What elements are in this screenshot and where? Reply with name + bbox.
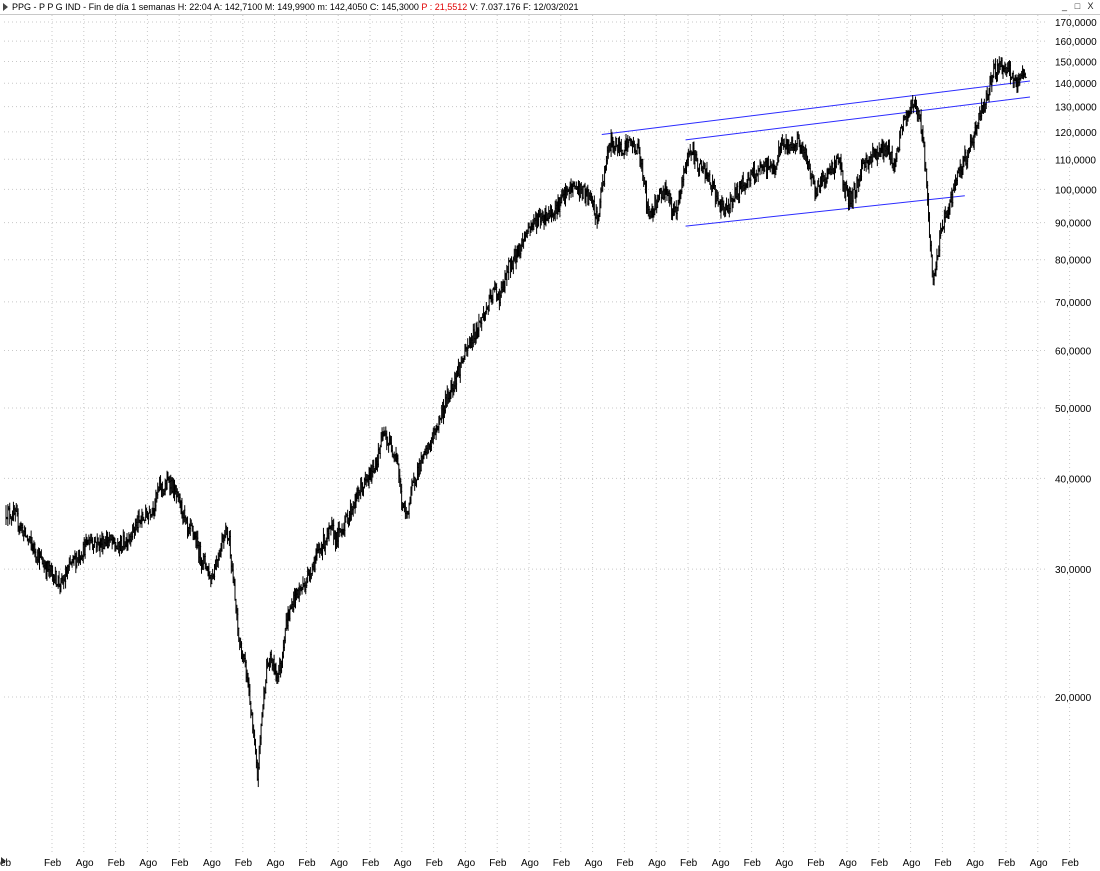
x-tick-label: Feb [489, 858, 507, 869]
y-tick-label: 160,0000 [1055, 37, 1097, 48]
y-tick-label: 170,0000 [1055, 18, 1097, 29]
close-icon[interactable]: X [1087, 1, 1094, 11]
x-tick-label: Ago [585, 858, 603, 869]
y-tick-label: 80,0000 [1055, 256, 1092, 267]
y-tick-label: 120,0000 [1055, 128, 1097, 139]
trendline[interactable] [685, 195, 965, 227]
x-tick-label: Ago [903, 858, 921, 869]
y-axis: 20,0000 30,0000 40,0000 50,0000 60,0000 70,00… [1055, 18, 1097, 704]
x-tick-label: Ago [775, 858, 793, 869]
y-tick-label: 100,0000 [1055, 185, 1097, 196]
x-tick-label: Ago [457, 858, 475, 869]
header-change: P : 21,5512 [421, 2, 468, 12]
x-tick-label: Feb [44, 858, 62, 869]
x-tick-label: Feb [807, 858, 825, 869]
x-tick-label: Ago [139, 858, 157, 869]
y-tick-label: 20,0000 [1055, 693, 1092, 704]
chart-header-text: PPG - P P G IND - Fin de día 1 semanas H… [12, 0, 579, 14]
y-tick-label: 90,0000 [1055, 219, 1092, 230]
window-controls: _ □ X [1059, 1, 1096, 13]
price-chart[interactable]: 20,0000 30,0000 40,0000 50,0000 60,0000 70,00… [0, 15, 1100, 871]
trendline[interactable] [601, 80, 1031, 135]
y-tick-label: 130,0000 [1055, 103, 1097, 114]
x-axis: eb Feb Ago Feb Ago Feb Ago Feb Ago Feb Ago Feb Ago Fe… [0, 858, 1079, 869]
y-tick-label: 150,0000 [1055, 57, 1097, 68]
x-tick-label: Feb [871, 858, 889, 869]
x-tick-label: Feb [298, 858, 316, 869]
collapse-arrow-icon[interactable] [3, 3, 8, 11]
x-tick-label: Feb [108, 858, 126, 869]
x-tick-label: Feb [998, 858, 1016, 869]
y-tick-label: 50,0000 [1055, 404, 1092, 415]
x-tick-label: Ago [267, 858, 285, 869]
header-suffix: V: 7.037.176 F: 12/03/2021 [467, 2, 579, 12]
header-prefix: PPG - P P G IND - Fin de día 1 semanas H… [12, 2, 422, 12]
x-tick-label: Feb [616, 858, 634, 869]
x-tick-label: Ago [648, 858, 666, 869]
maximize-icon[interactable]: □ [1074, 1, 1081, 11]
x-tick-label: Ago [330, 858, 348, 869]
x-tick-label: Ago [839, 858, 857, 869]
y-tick-label: 70,0000 [1055, 298, 1092, 309]
y-tick-label: 110,0000 [1055, 155, 1096, 166]
x-tick-label: Feb [426, 858, 444, 869]
x-tick-label: Feb [744, 858, 762, 869]
x-tick-label: Ago [394, 858, 412, 869]
trendlines [601, 80, 1031, 227]
x-tick-label: Feb [362, 858, 380, 869]
x-tick-label: Feb [171, 858, 189, 869]
y-tick-label: 40,0000 [1055, 474, 1092, 485]
x-tick-label: Feb [235, 858, 253, 869]
price-series [5, 56, 1027, 788]
x-tick-label: Feb [680, 858, 698, 869]
x-tick-label: Feb [1062, 858, 1080, 869]
minimize-icon[interactable]: _ [1061, 1, 1067, 11]
x-tick-label: Ago [712, 858, 730, 869]
x-tick-label: Ago [203, 858, 221, 869]
chart-grid [4, 15, 1071, 854]
y-tick-label: 140,0000 [1055, 79, 1097, 90]
x-tick-label: Ago [1030, 858, 1048, 869]
y-tick-label: 30,0000 [1055, 565, 1092, 576]
y-tick-label: 60,0000 [1055, 346, 1092, 357]
x-tick-label: Ago [521, 858, 539, 869]
x-tick-label: Ago [76, 858, 94, 869]
scroll-left-icon[interactable] [1, 857, 6, 865]
x-tick-label: Feb [553, 858, 571, 869]
chart-title-bar: PPG - P P G IND - Fin de día 1 semanas H… [0, 0, 1100, 15]
x-tick-label: Feb [934, 858, 952, 869]
trendline[interactable] [685, 96, 1031, 141]
x-tick-label: Ago [966, 858, 984, 869]
